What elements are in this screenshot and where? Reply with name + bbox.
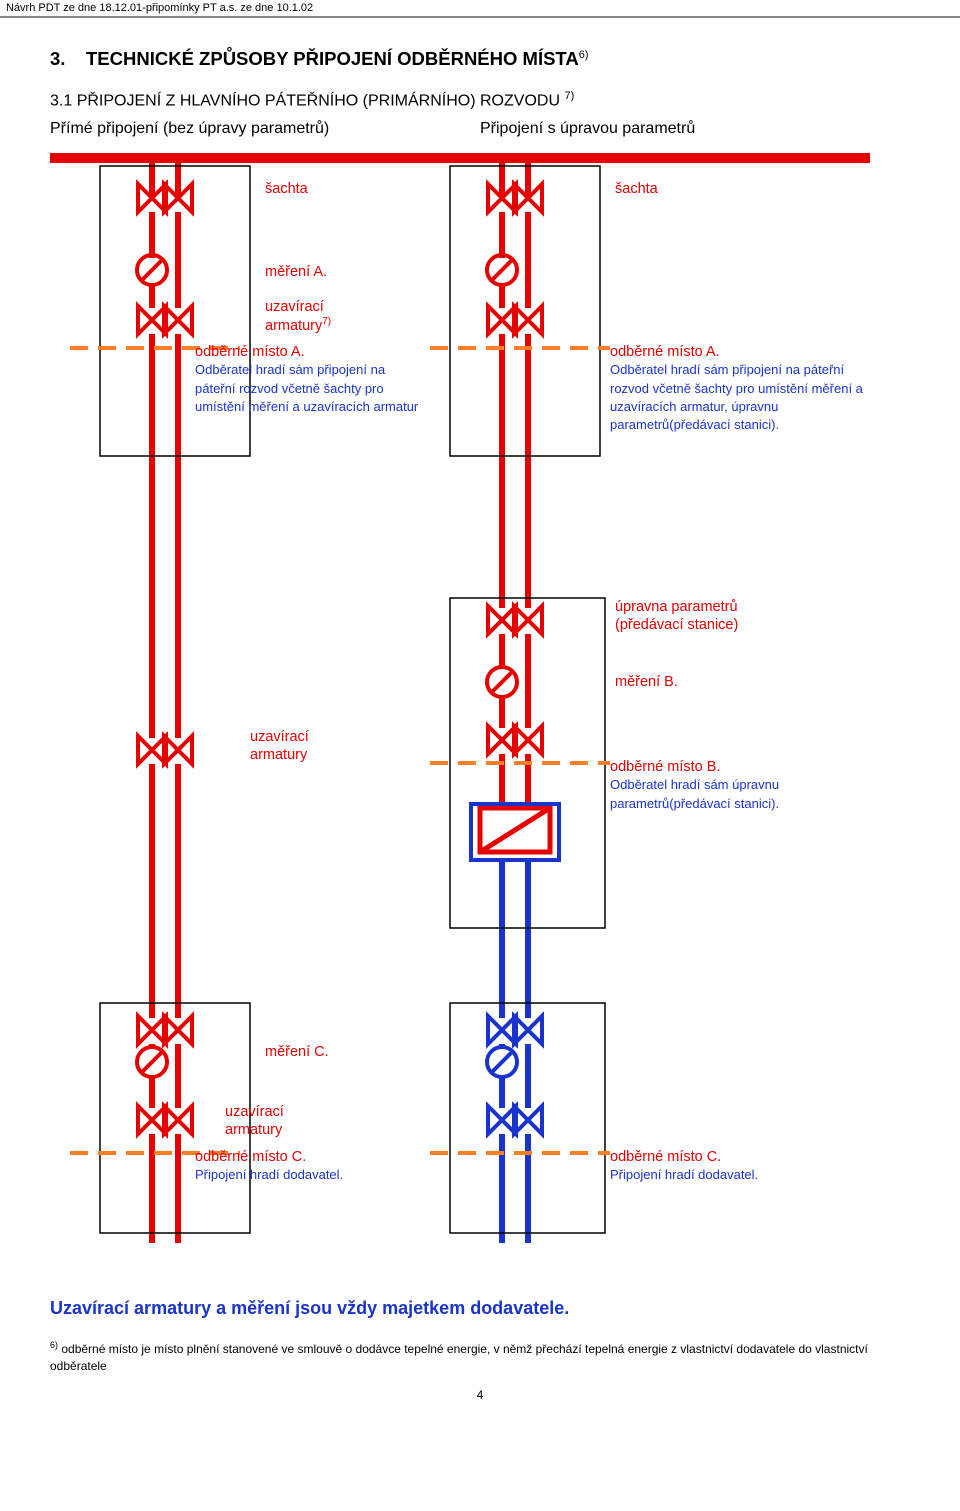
label-uzav-arm-line1: uzavírací — [265, 299, 324, 315]
page-number: 4 — [50, 1388, 910, 1402]
label-mereni-c: měření C. — [265, 1043, 329, 1061]
subsection-sup: 7) — [564, 90, 574, 102]
label-odb-a-left: odběrné místo A. Odběratel hradí sám při… — [195, 343, 425, 416]
label-odb-a-right: odběrné místo A. Odběratel hradí sám při… — [610, 343, 880, 434]
odb-b-title: odběrné místo B. — [610, 759, 720, 775]
label-mereni-b: měření B. — [615, 673, 678, 691]
section-num: 3. — [50, 48, 65, 69]
label-odb-c-left: odběrné místo C. Připojení hradí dodavat… — [195, 1148, 415, 1184]
closing-statement: Uzavírací armatury a měření jsou vždy ma… — [50, 1298, 910, 1319]
footnote-text: odběrné místo je místo plnění stanovené … — [50, 1342, 868, 1372]
odb-a-right-desc: Odběratel hradí sám připojení na páteřní… — [610, 362, 863, 431]
label-uzav-arm-sup: 7) — [322, 316, 331, 327]
diagram: šachta šachta měření A. uzavírací armatu… — [50, 148, 910, 1288]
section-sup: 6) — [579, 49, 589, 61]
column-headers: Přímé připojení (bez úpravy parametrů) P… — [50, 120, 910, 138]
section-title: 3. TECHNICKÉ ZPŮSOBY PŘIPOJENÍ ODBĚRNÉHO… — [50, 48, 910, 70]
col-header-left: Přímé připojení (bez úpravy parametrů) — [50, 120, 480, 138]
odb-c-right-title: odběrné místo C. — [610, 1149, 721, 1165]
doc-header: Návrh PDT ze dne 18.12.01-připomínky PT … — [0, 0, 960, 18]
odb-b-desc: Odběratel hradí sám úpravnu parametrů(př… — [610, 777, 779, 810]
label-sachta-left: šachta — [265, 180, 308, 198]
label-uzav-arm-b: uzavírací armatury — [250, 728, 350, 764]
label-uzav-arm-a: uzavírací armatury7) — [265, 298, 331, 335]
footnote: 6) odběrné místo je místo plnění stanove… — [50, 1339, 910, 1373]
odb-a-right-title: odběrné místo A. — [610, 344, 720, 360]
label-upravna: úpravna parametrů (předávací stanice) — [615, 598, 795, 634]
section-text: TECHNICKÉ ZPŮSOBY PŘIPOJENÍ ODBĚRNÉHO MÍ… — [86, 48, 579, 69]
odb-a-left-desc: Odběratel hradí sám připojení na páteřní… — [195, 362, 418, 413]
odb-a-left-title: odběrné místo A. — [195, 344, 305, 360]
label-odb-c-right: odběrné místo C. Připojení hradí dodavat… — [610, 1148, 830, 1184]
odb-c-left-title: odběrné místo C. — [195, 1149, 306, 1165]
label-sachta-right: šachta — [615, 180, 658, 198]
label-mereni-a: měření A. — [265, 263, 327, 281]
diagram-svg — [50, 148, 910, 1288]
subsection-text: PŘIPOJENÍ Z HLAVNÍHO PÁTEŘNÍHO (PRIMÁRNÍ… — [77, 92, 560, 109]
label-odb-b: odběrné místo B. Odběratel hradí sám úpr… — [610, 758, 870, 812]
col-header-right: Připojení s úpravou parametrů — [480, 120, 910, 138]
label-uzav-arm-line2: armatury — [265, 318, 322, 334]
odb-c-left-desc: Připojení hradí dodavatel. — [195, 1167, 343, 1182]
footnote-sup: 6) — [50, 1340, 58, 1350]
odb-c-right-desc: Připojení hradí dodavatel. — [610, 1167, 758, 1182]
subsection-num: 3.1 — [50, 92, 72, 109]
label-uzav-arm-c: uzavírací armatury — [225, 1103, 325, 1139]
subsection-title: 3.1 PŘIPOJENÍ Z HLAVNÍHO PÁTEŘNÍHO (PRIM… — [50, 90, 910, 110]
